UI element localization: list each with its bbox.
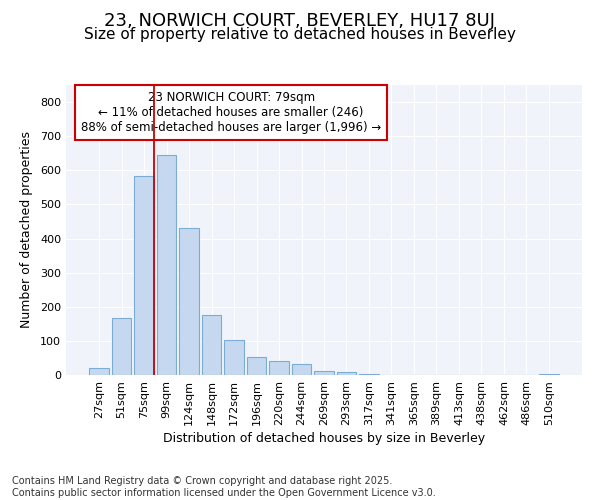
Bar	[337, 372, 356, 375]
Bar	[134, 176, 154, 375]
Bar	[202, 316, 221, 375]
Bar	[157, 155, 176, 375]
Bar	[359, 374, 379, 375]
Bar	[314, 371, 334, 375]
Text: 23, NORWICH COURT, BEVERLEY, HU17 8UJ: 23, NORWICH COURT, BEVERLEY, HU17 8UJ	[104, 12, 496, 30]
X-axis label: Distribution of detached houses by size in Beverley: Distribution of detached houses by size …	[163, 432, 485, 445]
Text: Contains HM Land Registry data © Crown copyright and database right 2025.
Contai: Contains HM Land Registry data © Crown c…	[12, 476, 436, 498]
Text: Size of property relative to detached houses in Beverley: Size of property relative to detached ho…	[84, 28, 516, 42]
Bar	[292, 364, 311, 375]
Bar	[224, 340, 244, 375]
Bar	[89, 368, 109, 375]
Bar	[179, 228, 199, 375]
Bar	[269, 362, 289, 375]
Bar	[247, 358, 266, 375]
Text: 23 NORWICH COURT: 79sqm
← 11% of detached houses are smaller (246)
88% of semi-d: 23 NORWICH COURT: 79sqm ← 11% of detache…	[81, 91, 381, 134]
Bar	[112, 318, 131, 375]
Y-axis label: Number of detached properties: Number of detached properties	[20, 132, 33, 328]
Bar	[539, 374, 559, 375]
